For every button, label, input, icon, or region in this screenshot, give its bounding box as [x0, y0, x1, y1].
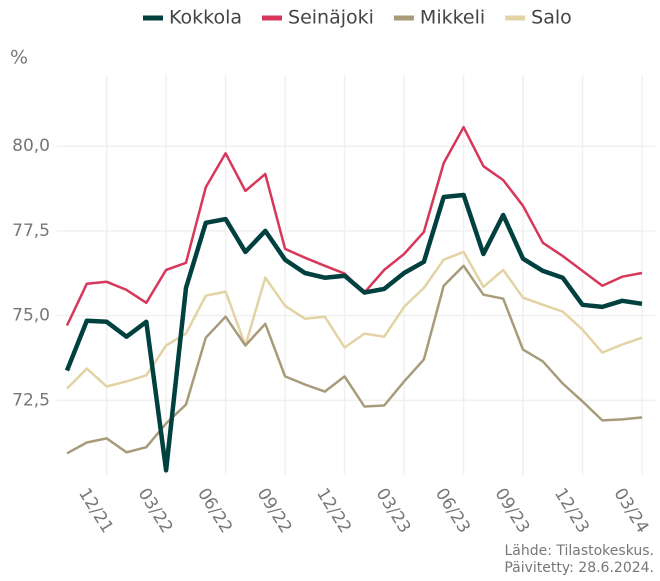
- x-tick-label: 09/23: [491, 485, 534, 537]
- y-axis-label: %: [10, 47, 28, 69]
- series-line: [64, 192, 643, 473]
- y-tick-label: 72,5: [12, 390, 50, 410]
- y-tick-label: 77,5: [12, 221, 50, 241]
- source: Lähde: Tilastokeskus.: [504, 543, 654, 559]
- legend-label: Seinäjoki: [288, 7, 374, 29]
- legend-label: Kokkola: [169, 7, 242, 29]
- y-tick-label: 80,0: [12, 136, 50, 156]
- x-tick-label: 06/22: [193, 485, 236, 537]
- y-tick-label: 75,0: [12, 306, 50, 326]
- x-tick-label: 03/23: [372, 485, 415, 537]
- x-tick-label: 12/21: [74, 485, 117, 537]
- x-tick-label: 03/22: [134, 485, 177, 537]
- x-tick-label: 03/24: [610, 485, 653, 537]
- series-line: [65, 125, 643, 327]
- series-line: [66, 264, 643, 455]
- grid: [57, 75, 655, 475]
- legend-label: Salo: [531, 7, 572, 29]
- updated: Päivitetty: 28.6.2024.: [504, 560, 654, 576]
- x-tick-label: 12/23: [550, 485, 593, 537]
- x-tick-label: 09/22: [253, 485, 296, 537]
- legend-label: Mikkeli: [420, 7, 485, 29]
- x-tick-label: 06/23: [431, 485, 474, 537]
- series-line: [66, 250, 643, 390]
- lines: [64, 125, 643, 473]
- x-tick-label: 12/22: [312, 485, 355, 537]
